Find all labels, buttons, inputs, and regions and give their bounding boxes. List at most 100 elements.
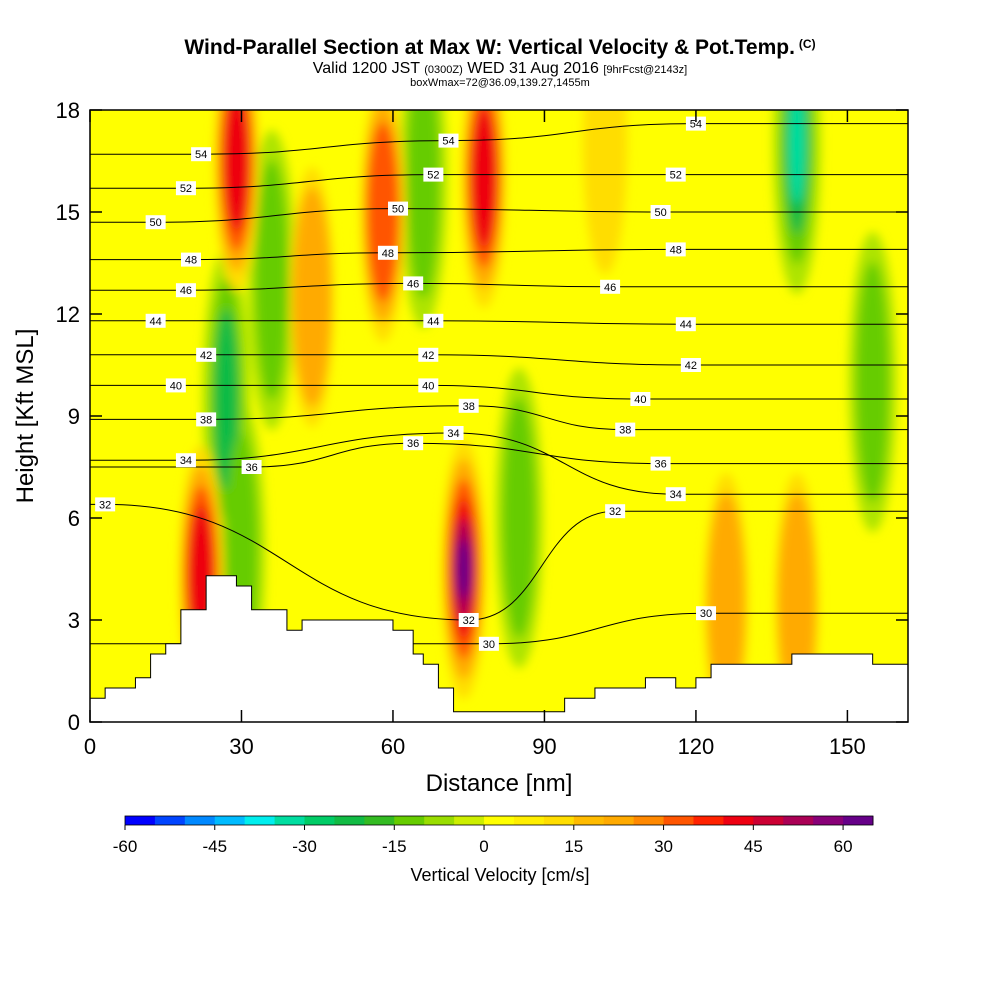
colorbar-swatch	[364, 816, 395, 825]
svg-text:30: 30	[483, 639, 495, 651]
isentrope-label: 32	[605, 504, 626, 519]
colorbar-swatch	[663, 816, 694, 825]
downdraft-core	[407, 110, 440, 298]
svg-text:34: 34	[180, 455, 192, 467]
colorbar-swatch	[394, 816, 425, 825]
isentrope-label: 42	[196, 347, 217, 362]
y-axis-label: Height [Kft MSL]	[12, 329, 39, 504]
updraft-core	[456, 539, 471, 599]
isentrope-label: 44	[675, 317, 696, 332]
isentrope-line	[90, 354, 908, 366]
svg-text:32: 32	[463, 615, 475, 627]
isentrope-label: 48	[377, 245, 398, 260]
updraft-core	[470, 110, 497, 248]
colorbar-swatch	[723, 816, 754, 825]
colorbar-tick-label: 45	[744, 837, 763, 856]
svg-text:38: 38	[463, 401, 475, 413]
svg-text:40: 40	[634, 394, 646, 406]
svg-text:42: 42	[685, 360, 697, 372]
isentrope-label: 52	[665, 167, 686, 182]
colorbar: -60 -45 -30 -15 0 15 30 45 60	[113, 815, 874, 856]
colorbar-swatch	[454, 816, 485, 825]
colorbar-swatch	[125, 816, 156, 825]
x-tick-label: 120	[678, 734, 715, 759]
colorbar-swatch	[184, 816, 216, 825]
isentrope-label: 54	[191, 147, 212, 162]
colorbar-swatch	[304, 816, 335, 825]
svg-text:34: 34	[670, 489, 682, 501]
colorbar-swatch	[334, 816, 365, 825]
x-axis-label: Distance [nm]	[426, 770, 573, 797]
colorbar-tick-label: 15	[564, 837, 583, 856]
colorbar-swatch	[843, 816, 874, 825]
colorbar-swatch	[424, 816, 455, 825]
isentrope-label: 46	[600, 279, 621, 294]
isentrope-label: 46	[175, 283, 196, 298]
svg-text:44: 44	[427, 316, 439, 328]
isentrope-label: 44	[423, 313, 444, 328]
svg-text:48: 48	[670, 244, 682, 256]
terrain-mask	[89, 575, 909, 723]
downdraft-core	[856, 262, 889, 502]
svg-text:30: 30	[700, 608, 712, 620]
updraft-core	[293, 187, 332, 407]
colorbar-swatch	[783, 816, 814, 825]
svg-text:40: 40	[422, 380, 434, 392]
y-tick-label: 0	[68, 710, 80, 735]
isentrope-label: 34	[665, 487, 686, 502]
isentrope-label: 50	[388, 201, 409, 216]
isentrope-label: 30	[478, 636, 499, 651]
colorbar-swatch	[813, 816, 844, 825]
colorbar-tick-label: 0	[479, 837, 488, 856]
x-tick-label: 90	[532, 734, 556, 759]
svg-text:46: 46	[180, 285, 192, 297]
svg-text:36: 36	[654, 459, 666, 471]
colorbar-swatch	[633, 816, 665, 825]
isentrope-label: 40	[630, 392, 651, 406]
colorbar-tick-label: -60	[113, 837, 138, 856]
x-tick-label: 60	[381, 734, 405, 759]
isentrope-label: 38	[615, 422, 636, 437]
svg-text:46: 46	[604, 282, 616, 294]
isentrope-label: 54	[685, 116, 706, 131]
svg-text:38: 38	[200, 414, 212, 426]
colorbar-swatch	[693, 816, 724, 825]
svg-text:48: 48	[185, 255, 197, 267]
terrain-profile	[89, 575, 909, 723]
svg-text:32: 32	[99, 499, 111, 511]
downdraft-core	[255, 160, 288, 400]
colorbar-swatch	[484, 816, 515, 825]
isentrope-label: 52	[175, 181, 196, 196]
isentrope-label: 42	[680, 358, 701, 372]
isentrope-label: 40	[418, 378, 439, 393]
x-tick-label: 30	[229, 734, 253, 759]
copyright-mark: (C)	[798, 37, 816, 51]
updraft-core	[707, 493, 746, 713]
colorbar-tick-label: -15	[382, 837, 407, 856]
updraft-core	[583, 110, 628, 274]
svg-text:36: 36	[407, 438, 419, 450]
svg-text:36: 36	[245, 462, 257, 474]
isentrope-label: 40	[165, 378, 186, 393]
contour-labels: 30 30 32 32 32 34 34 34 36 36 36 38 38 38 40 40 40 42 42 42…	[95, 116, 717, 651]
isentrope-label: 48	[665, 242, 686, 257]
downdraft-core	[503, 398, 536, 638]
colorbar-swatch	[154, 816, 186, 825]
svg-text:42: 42	[422, 350, 434, 362]
svg-text:32: 32	[609, 506, 621, 518]
colorbar-swatch	[244, 816, 276, 825]
y-tick-label: 6	[68, 506, 80, 531]
isentrope-label: 36	[650, 456, 671, 471]
svg-text:50: 50	[654, 207, 666, 219]
colorbar-tick-label: 30	[654, 837, 673, 856]
isentrope-label: 34	[443, 426, 464, 440]
y-tick-label: 12	[56, 302, 80, 327]
updraft-core	[223, 110, 250, 231]
colorbar-swatch	[543, 816, 575, 825]
svg-text:52: 52	[180, 183, 192, 195]
svg-text:38: 38	[619, 425, 631, 437]
colorbar-tick-label: 60	[834, 837, 853, 856]
colorbar-swatch	[513, 816, 545, 825]
